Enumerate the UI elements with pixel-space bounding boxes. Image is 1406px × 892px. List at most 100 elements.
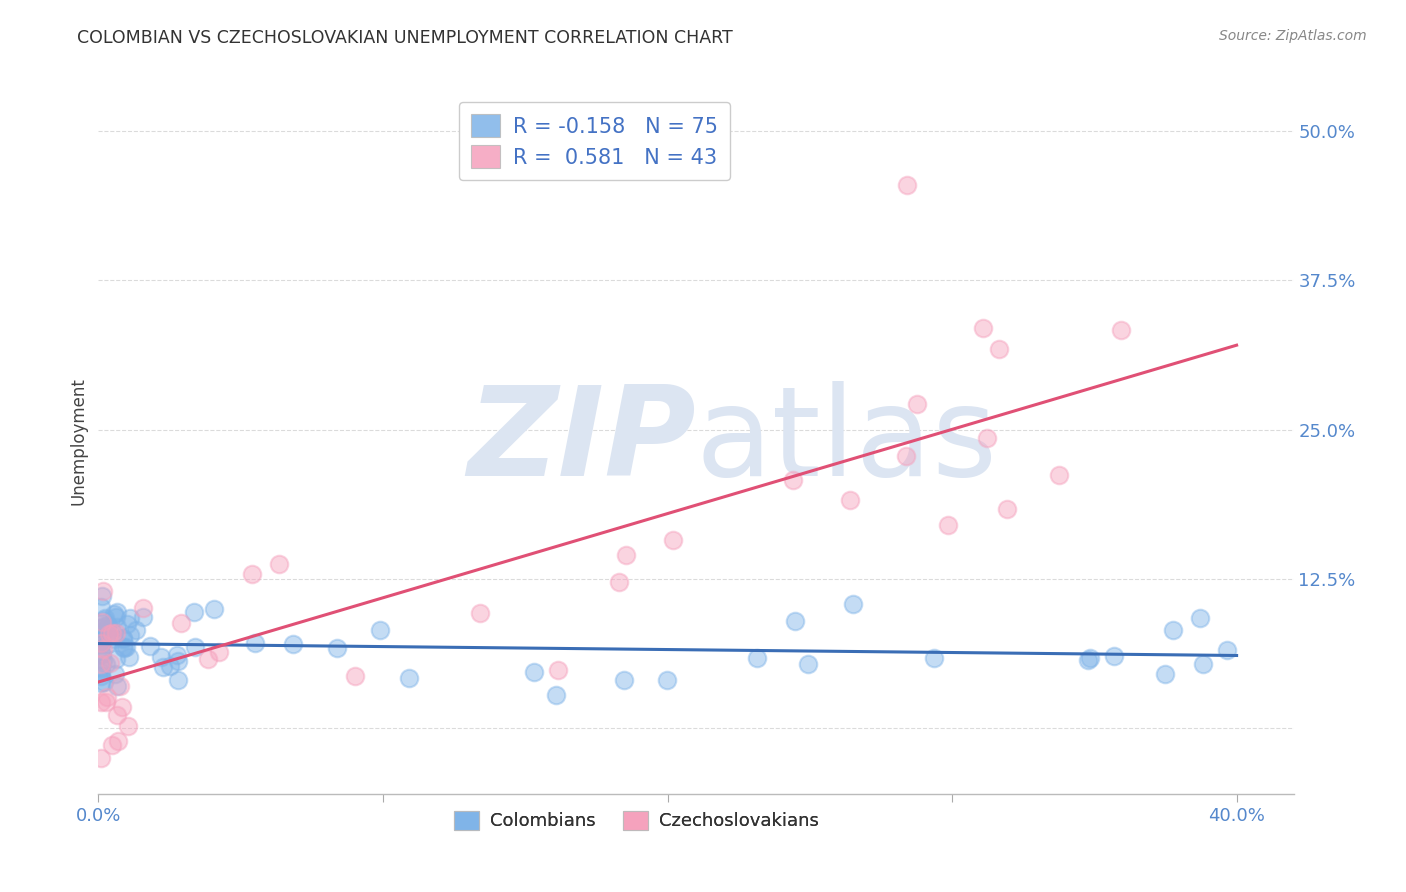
Point	[101, 738, 124, 752]
Point	[90, 695, 112, 709]
Point	[97, 617, 120, 632]
Point	[115, 617, 138, 632]
Point	[104, 625, 127, 640]
Point	[98, 621, 121, 635]
Point	[1161, 623, 1184, 637]
Point	[98, 627, 121, 641]
Point	[90, 637, 112, 651]
Point	[103, 607, 125, 621]
Point	[105, 605, 128, 619]
Point	[90, 633, 112, 648]
Text: ZIP: ZIP	[467, 381, 696, 502]
Point	[607, 575, 630, 590]
Point	[90, 676, 112, 690]
Point	[96, 636, 118, 650]
Point	[132, 609, 155, 624]
Point	[785, 614, 807, 628]
Point	[1078, 650, 1101, 665]
Point	[523, 665, 546, 679]
Point	[613, 673, 636, 688]
Point	[108, 679, 131, 693]
Point	[894, 449, 917, 463]
Point	[281, 637, 304, 651]
Point	[103, 632, 125, 647]
Point	[269, 557, 291, 571]
Point	[896, 178, 918, 192]
Point	[343, 669, 366, 683]
Point	[91, 653, 114, 667]
Point	[614, 549, 637, 563]
Point	[972, 320, 994, 334]
Point	[107, 620, 129, 634]
Point	[368, 624, 391, 638]
Point	[326, 641, 349, 656]
Point	[118, 611, 141, 625]
Point	[90, 647, 112, 661]
Point	[90, 636, 112, 650]
Point	[111, 699, 134, 714]
Point	[115, 640, 138, 654]
Point	[101, 626, 124, 640]
Text: Source: ZipAtlas.com: Source: ZipAtlas.com	[1219, 29, 1367, 43]
Point	[94, 611, 117, 625]
Point	[104, 667, 127, 681]
Point	[183, 605, 205, 619]
Point	[90, 621, 112, 635]
Point	[197, 652, 219, 666]
Point	[90, 665, 112, 679]
Point	[838, 492, 860, 507]
Point	[90, 657, 112, 671]
Point	[118, 649, 141, 664]
Point	[105, 651, 128, 665]
Point	[1189, 611, 1212, 625]
Point	[842, 598, 865, 612]
Point	[202, 601, 225, 615]
Point	[987, 342, 1010, 356]
Point	[1154, 666, 1177, 681]
Point	[150, 649, 173, 664]
Point	[94, 694, 117, 708]
Point	[117, 719, 139, 733]
Point	[398, 671, 420, 685]
Point	[96, 624, 118, 639]
Point	[159, 659, 181, 673]
Point	[922, 651, 945, 665]
Point	[782, 473, 804, 487]
Point	[132, 601, 155, 615]
Point	[167, 654, 190, 668]
Point	[90, 600, 112, 615]
Point	[976, 431, 998, 445]
Point	[112, 641, 135, 656]
Point	[90, 668, 112, 682]
Point	[167, 673, 190, 687]
Y-axis label: Unemployment: Unemployment	[69, 377, 87, 506]
Text: atlas: atlas	[696, 381, 998, 502]
Point	[546, 688, 568, 702]
Point	[93, 619, 115, 633]
Point	[184, 640, 207, 655]
Point	[112, 640, 135, 654]
Point	[240, 567, 263, 582]
Point	[91, 647, 114, 661]
Point	[90, 589, 112, 603]
Point	[105, 708, 128, 723]
Point	[118, 628, 141, 642]
Point	[94, 657, 117, 671]
Point	[105, 679, 128, 693]
Point	[112, 631, 135, 645]
Point	[995, 501, 1018, 516]
Point	[107, 734, 129, 748]
Point	[1109, 323, 1132, 337]
Point	[91, 642, 114, 657]
Point	[208, 645, 231, 659]
Point	[98, 657, 121, 671]
Point	[96, 621, 118, 635]
Point	[936, 517, 959, 532]
Point	[797, 657, 820, 672]
Point	[125, 623, 148, 637]
Point	[93, 613, 115, 627]
Point	[243, 636, 266, 650]
Point	[96, 690, 118, 704]
Point	[90, 750, 112, 764]
Point	[91, 615, 114, 629]
